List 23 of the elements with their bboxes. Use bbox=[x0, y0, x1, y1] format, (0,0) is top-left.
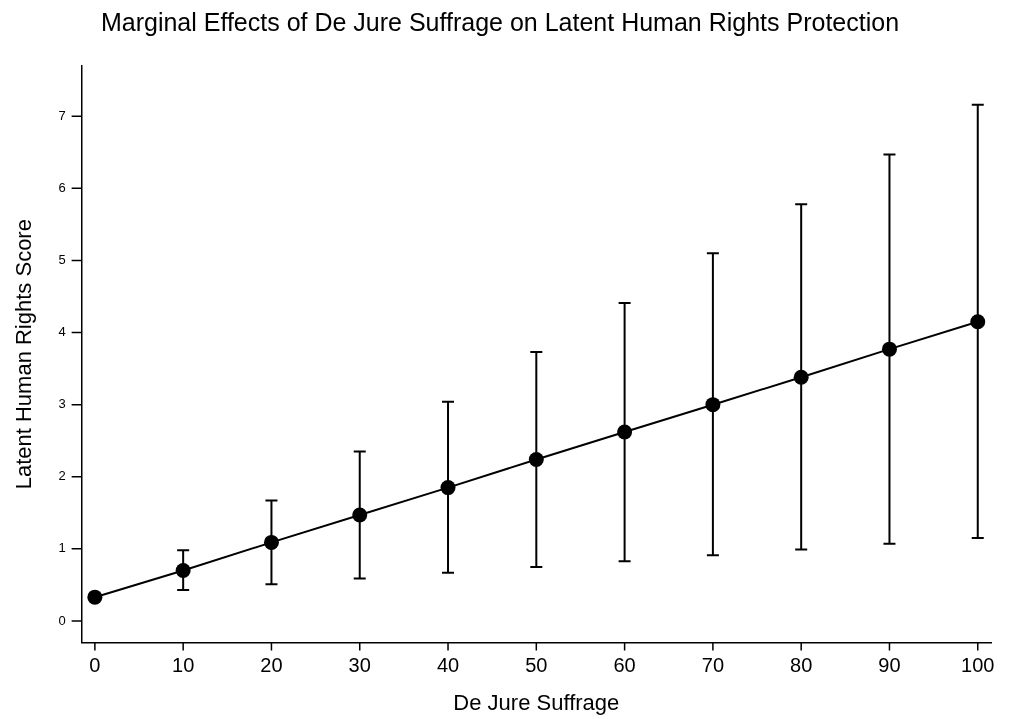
x-tick-label: 10 bbox=[172, 654, 195, 677]
y-tick-label: 7 bbox=[58, 107, 66, 123]
x-tick-label: 90 bbox=[878, 654, 901, 677]
y-tick-label: 1 bbox=[58, 540, 66, 556]
y-tick-label: 0 bbox=[58, 612, 66, 628]
x-tick-label: 80 bbox=[790, 654, 813, 677]
x-tick-label: 20 bbox=[260, 654, 283, 677]
point bbox=[87, 589, 103, 605]
x-axis-title: De Jure Suffrage bbox=[453, 689, 620, 715]
chart-title: Marginal Effects of De Jure Suffrage on Latent Human Rights Protection bbox=[99, 8, 901, 38]
y-tick-label: 6 bbox=[58, 179, 66, 195]
y-tick-label: 3 bbox=[58, 396, 66, 412]
x-tick-label: 30 bbox=[348, 654, 371, 677]
x-tick-label: 70 bbox=[701, 654, 725, 677]
x-tick-label: 40 bbox=[436, 654, 460, 677]
y-axis-title: Latent Human Rights Score bbox=[11, 219, 37, 490]
y-tick-label: 4 bbox=[58, 324, 66, 340]
x-tick-label: 50 bbox=[525, 654, 548, 677]
y-tick-label: 2 bbox=[58, 468, 66, 484]
x-tick-label: 60 bbox=[613, 654, 636, 677]
x-tick-label: 100 bbox=[961, 654, 995, 677]
y-tick-label: 5 bbox=[58, 252, 66, 268]
x-tick-label: 0 bbox=[89, 654, 101, 677]
